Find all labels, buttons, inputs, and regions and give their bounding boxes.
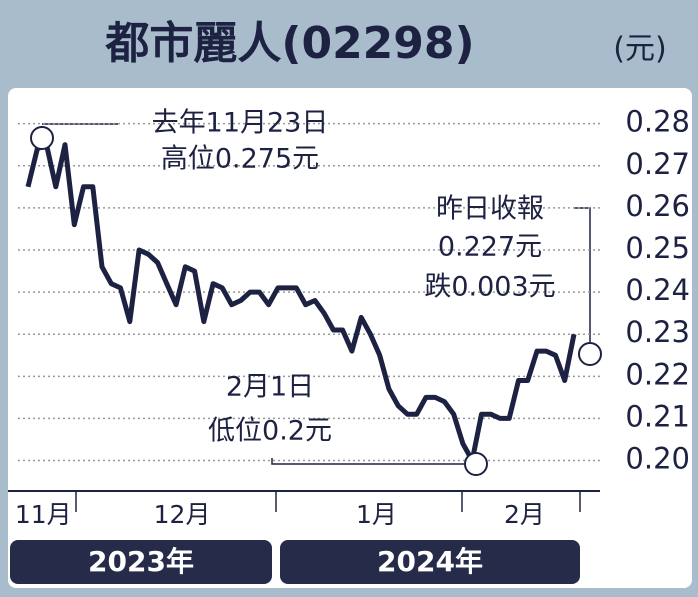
marker-circle [30,126,54,150]
annotation: 低位0.2元 [208,416,332,447]
year-bar [10,540,272,584]
price-line [25,142,577,463]
y-tick-label: 0.22 [625,357,690,391]
year-bar [280,540,580,584]
unit-label: (元) [613,32,666,67]
annotation: 跌0.003元 [424,272,555,303]
y-tick-label: 0.20 [625,442,690,476]
year-label: 2024年 [377,545,483,578]
x-tick-label: 11月 [15,500,72,529]
year-label: 2023年 [88,545,194,578]
annotation: 0.227元 [438,232,542,263]
y-tick-label: 0.21 [625,399,690,433]
marker-circle [578,342,602,366]
annotation: 高位0.275元 [161,144,319,175]
y-tick-label: 0.24 [625,273,690,307]
x-tick-label: 12月 [154,500,211,529]
marker-circle [464,452,488,476]
y-tick-label: 0.25 [625,231,690,265]
y-tick-label: 0.26 [625,189,690,223]
annotation: 去年11月23日 [152,108,329,139]
chart-title: 都市麗人(02298) [104,18,474,69]
y-tick-label: 0.28 [625,105,690,139]
y-tick-label: 0.23 [625,315,690,349]
annotation: 2月1日 [226,372,314,403]
annotation: 昨日收報 [436,194,544,225]
x-tick-label: 2月 [504,500,545,529]
leader-line [271,458,476,465]
month-dividers [75,491,581,512]
x-tick-label: 1月 [356,500,397,529]
y-tick-label: 0.27 [625,147,690,181]
plot-panel [8,88,692,588]
